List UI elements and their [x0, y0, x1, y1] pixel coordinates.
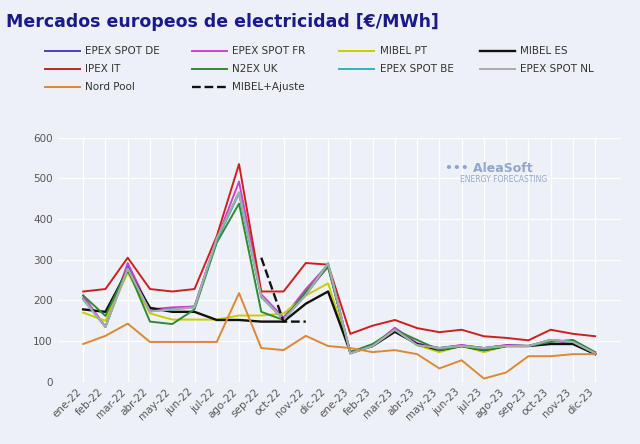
Text: N2EX UK: N2EX UK [232, 64, 278, 74]
Text: EPEX SPOT NL: EPEX SPOT NL [520, 64, 594, 74]
Text: ENERGY FORECASTING: ENERGY FORECASTING [460, 175, 547, 184]
Text: EPEX SPOT BE: EPEX SPOT BE [380, 64, 453, 74]
Text: MIBEL+Ajuste: MIBEL+Ajuste [232, 82, 305, 91]
Text: IPEX IT: IPEX IT [85, 64, 120, 74]
Text: EPEX SPOT DE: EPEX SPOT DE [85, 46, 160, 56]
Text: MIBEL PT: MIBEL PT [380, 46, 426, 56]
Text: ••• AleaSoft: ••• AleaSoft [445, 162, 532, 175]
Text: EPEX SPOT FR: EPEX SPOT FR [232, 46, 305, 56]
Text: MIBEL ES: MIBEL ES [520, 46, 568, 56]
Text: Mercados europeos de electricidad [€/MWh]: Mercados europeos de electricidad [€/MWh… [6, 13, 439, 32]
Text: Nord Pool: Nord Pool [85, 82, 135, 91]
